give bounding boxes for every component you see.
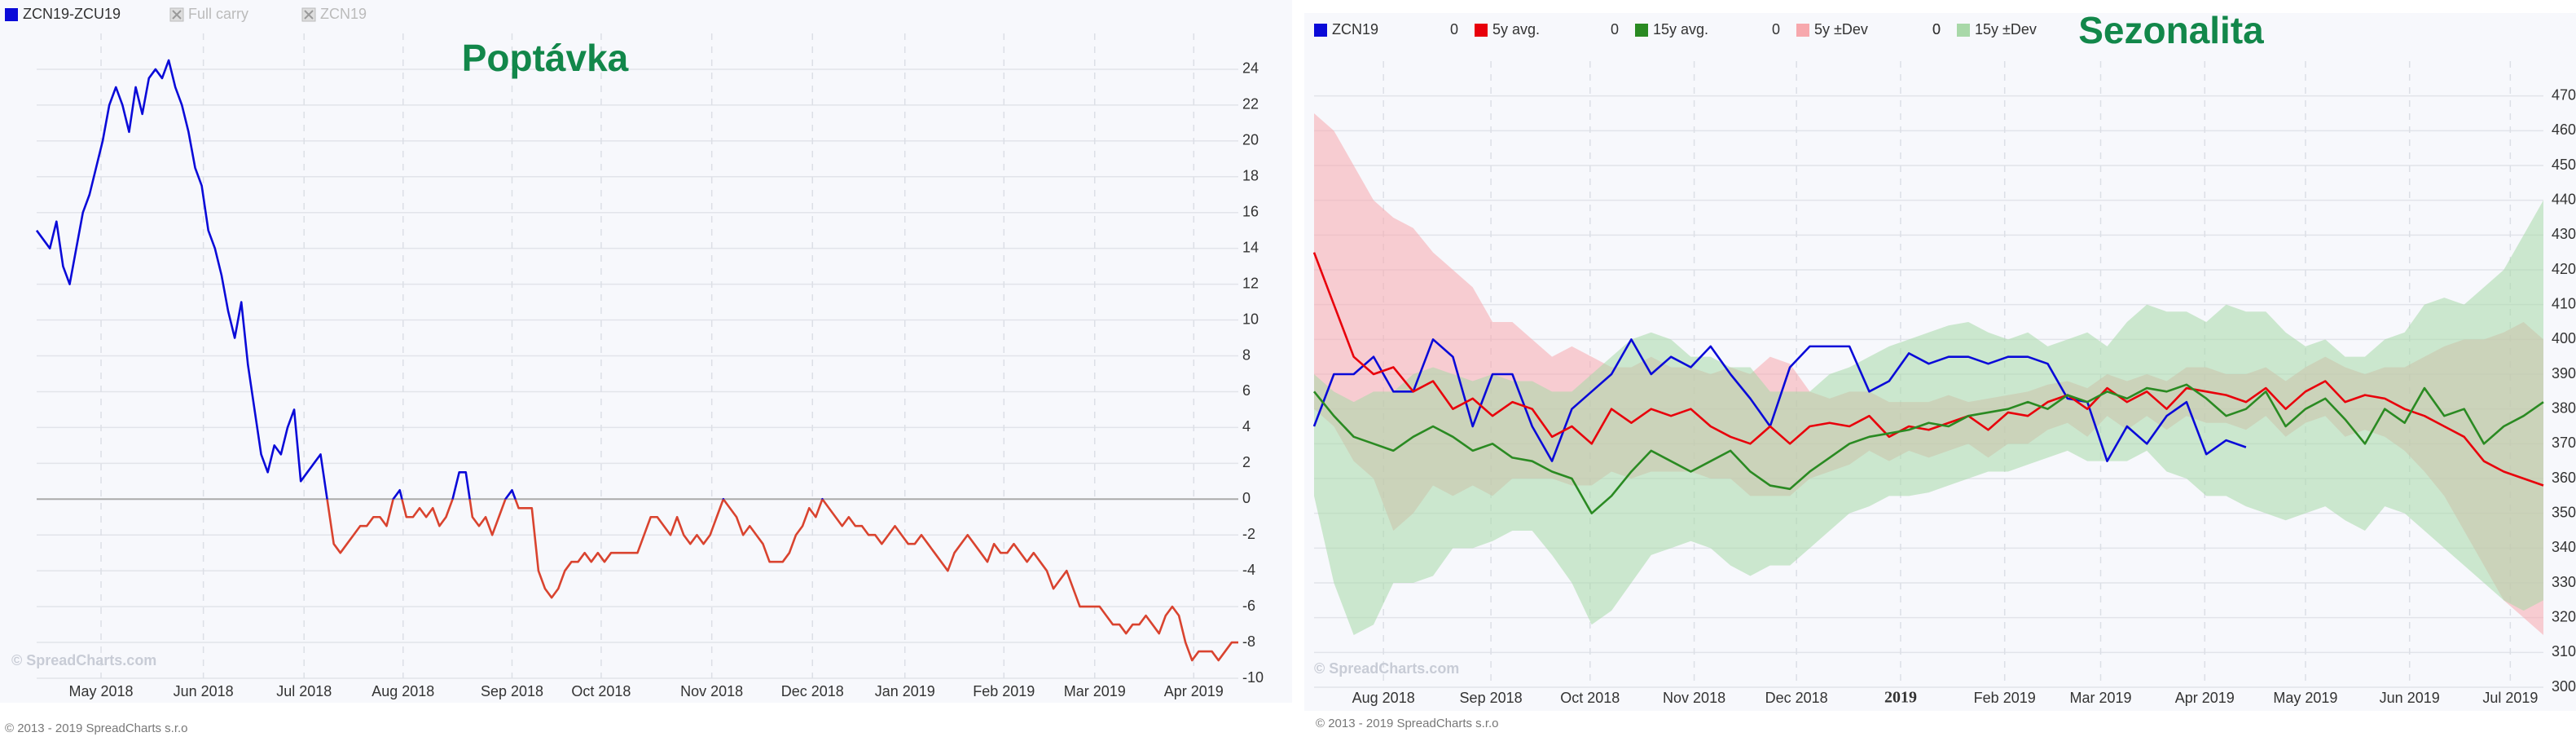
y-tick-label: 16 [1242, 203, 1259, 219]
x-tick-label: Dec 2018 [1765, 690, 1828, 706]
deviation-band [1314, 200, 2543, 635]
watermark: © SpreadCharts.com [11, 652, 156, 668]
chart: 300 310 320 330 340 350 360 370 380 390 400 410 420 4… [1312, 9, 2576, 730]
x-tick-label: May 2019 [2273, 690, 2337, 706]
y-tick-label: 310 [2552, 643, 2576, 660]
y-tick-label: 18 [1242, 168, 1259, 184]
x-tick-label: Jun 2019 [2380, 690, 2440, 706]
y-tick-label: 12 [1242, 275, 1259, 291]
x-tick-label: Feb 2019 [1974, 690, 2036, 706]
legend-value: 0 [1932, 21, 1941, 38]
y-tick-label: 360 [2552, 470, 2576, 486]
series-line [1312, 338, 2247, 462]
legend-label: Full carry [188, 6, 248, 22]
y-tick-label: 0 [1242, 490, 1251, 506]
y-tick-label: 370 [2552, 435, 2576, 451]
y-tick-label: 22 [1242, 96, 1259, 112]
y-tick-label: 8 [1242, 346, 1251, 363]
legend-label: ZCN19 [1332, 21, 1378, 38]
legend-swatch [1957, 24, 1970, 37]
legend-swatch [1796, 24, 1809, 37]
legend-value: 0 [1611, 21, 1619, 38]
y-tick-label: 400 [2552, 330, 2576, 346]
y-tick-label: -10 [1242, 669, 1264, 686]
x-tick-label: Aug 2018 [371, 683, 434, 699]
x-tick-label: May 2018 [68, 683, 133, 699]
legend-value: 0 [1932, 21, 1941, 38]
watermark: © SpreadCharts.com [1314, 660, 1459, 677]
series-line [1312, 383, 2544, 514]
y-tick-label: 470 [2552, 86, 2576, 103]
y-tick-label: 330 [2552, 574, 2576, 590]
legend-label: 15y avg. [1653, 21, 1708, 38]
legend-label: 15y ±Dev [1975, 21, 2037, 38]
y-tick-label: 390 [2552, 365, 2576, 382]
y-tick-label: 450 [2552, 157, 2576, 173]
legend-label: 5y avg. [1492, 21, 1540, 38]
legend-value: 0 [1450, 21, 1458, 38]
y-tick-label: 300 [2552, 678, 2576, 695]
x-tick-label: Dec 2018 [781, 683, 844, 699]
legend-label: ZCN19-ZCU19 [23, 6, 121, 22]
x-tick-label: Apr 2019 [2175, 690, 2235, 706]
legend-swatch [1314, 24, 1327, 37]
x-tick-label: Jan 2019 [875, 683, 935, 699]
y-tick-label: -4 [1242, 562, 1255, 578]
y-tick-label: 420 [2552, 261, 2576, 277]
y-tick-label: -8 [1242, 633, 1255, 650]
x-tick-label: Oct 2018 [1560, 690, 1620, 706]
x-tick-label: Nov 2018 [680, 683, 743, 699]
legend-cross [304, 10, 314, 20]
x-tick-label: Jun 2018 [174, 683, 234, 699]
legend-label: 5y ±Dev [1814, 21, 1868, 38]
chart-title: Sezonalita [2078, 9, 2264, 51]
x-tick-label: Nov 2018 [1663, 690, 1725, 706]
y-tick-label: 340 [2552, 539, 2576, 555]
y-tick-label: 410 [2552, 295, 2576, 311]
y-tick-label: 320 [2552, 608, 2576, 624]
legend-value: 0 [1772, 21, 1780, 38]
y-tick-label: 380 [2552, 399, 2576, 416]
y-tick-label: 4 [1242, 418, 1251, 435]
y-tick-label: 350 [2552, 504, 2576, 520]
left-panel [0, 0, 1292, 703]
y-tick-label: 440 [2552, 191, 2576, 207]
legend-swatch [1475, 24, 1488, 37]
x-tick-label: Apr 2019 [1164, 683, 1224, 699]
y-tick-label: -6 [1242, 598, 1255, 614]
x-tick-label: Sep 2018 [1460, 690, 1523, 706]
chart-title: Poptávka [462, 37, 629, 79]
series-line [35, 59, 1238, 662]
footer: © 2013 - 2019 SpreadCharts s.r.o [5, 721, 188, 735]
y-tick-label: -2 [1242, 526, 1255, 542]
y-tick-label: 460 [2552, 121, 2576, 138]
x-tick-label: Mar 2019 [1064, 683, 1126, 699]
footer: © 2013 - 2019 SpreadCharts s.r.o [1316, 717, 1499, 730]
x-tick-label: Oct 2018 [571, 683, 631, 699]
x-tick-label: Sep 2018 [481, 683, 543, 699]
x-tick-label: Feb 2019 [973, 683, 1035, 699]
x-tick-label: Jul 2019 [2482, 690, 2538, 706]
y-tick-label: 430 [2552, 226, 2576, 242]
x-tick-label: Aug 2018 [1352, 690, 1415, 706]
x-tick-label: Mar 2019 [2069, 690, 2131, 706]
y-tick-label: 24 [1242, 60, 1259, 77]
y-tick-label: 14 [1242, 239, 1259, 255]
x-tick-label: Jul 2018 [276, 683, 332, 699]
y-tick-label: 2 [1242, 454, 1251, 470]
legend-swatch [1635, 24, 1648, 37]
y-tick-label: 10 [1242, 311, 1259, 327]
x-tick-label: 2019 [1884, 689, 1917, 707]
legend-swatch [5, 8, 18, 21]
y-tick-label: 20 [1242, 132, 1259, 148]
legend-label: ZCN19 [320, 6, 367, 22]
y-tick-label: 6 [1242, 382, 1251, 399]
series-line [1312, 252, 2544, 487]
legend-cross [172, 10, 182, 20]
